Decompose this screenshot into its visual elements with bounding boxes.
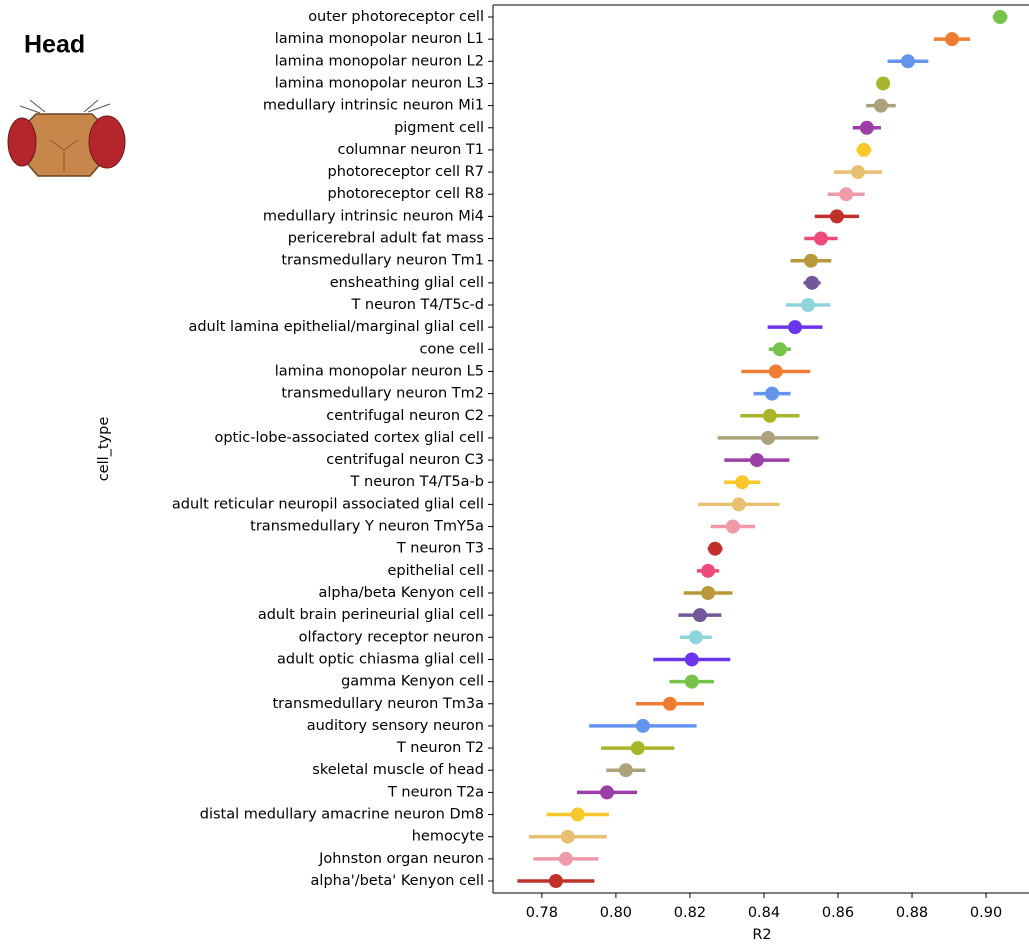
point — [839, 187, 854, 202]
point — [701, 586, 716, 601]
point — [850, 165, 865, 180]
y-tick-label: transmedullary neuron Tm1 — [281, 253, 484, 269]
x-tick-label: 0.82 — [674, 905, 706, 921]
y-tick-label: lamina monopolar neuron L5 — [275, 363, 484, 379]
y-tick-label: centrifugal neuron C3 — [326, 452, 484, 468]
y-tick-label: alpha'/beta' Kenyon cell — [311, 873, 484, 889]
point — [762, 408, 777, 423]
point — [900, 54, 915, 69]
y-tick-label: T neuron T2a — [387, 784, 484, 800]
point — [708, 541, 723, 556]
y-tick-label: medullary intrinsic neuron Mi4 — [263, 208, 484, 224]
x-tick-label: 0.84 — [748, 905, 780, 921]
point — [873, 98, 888, 113]
point — [618, 763, 633, 778]
point — [829, 209, 844, 224]
point — [805, 275, 820, 290]
point — [570, 807, 585, 822]
point — [945, 32, 960, 47]
y-tick-label: epithelial cell — [388, 563, 484, 579]
x-tick-label: 0.80 — [600, 905, 632, 921]
point — [813, 231, 828, 246]
point — [859, 120, 874, 135]
y-tick-label: transmedullary neuron Tm3a — [272, 696, 484, 712]
x-tick-label: 0.88 — [896, 905, 928, 921]
y-tick-label: distal medullary amacrine neuron Dm8 — [200, 807, 484, 823]
y-tick-label: T neuron T3 — [396, 541, 484, 557]
x-tick-label: 0.86 — [822, 905, 854, 921]
y-tick-label: photoreceptor cell R7 — [328, 164, 484, 180]
y-tick-label: gamma Kenyon cell — [341, 674, 484, 690]
y-tick-label: T neuron T4/T5c-d — [350, 297, 484, 313]
point — [560, 829, 575, 844]
point — [788, 320, 803, 335]
y-tick-label: hemocyte — [412, 829, 484, 845]
point — [735, 475, 750, 490]
point — [688, 630, 703, 645]
y-tick-label: ensheathing glial cell — [330, 275, 484, 291]
y-tick-label: optic-lobe-associated cortex glial cell — [214, 430, 484, 446]
y-tick-label: adult optic chiasma glial cell — [277, 651, 484, 667]
y-tick-label: pigment cell — [394, 120, 484, 136]
y-tick-label: Johnston organ neuron — [318, 851, 484, 867]
x-tick-label: 0.78 — [526, 905, 558, 921]
y-tick-label: transmedullary neuron Tm2 — [281, 386, 484, 402]
y-tick-label: lamina monopolar neuron L2 — [275, 53, 484, 69]
y-tick-label: columnar neuron T1 — [337, 142, 484, 158]
y-tick-label: adult brain perineurial glial cell — [258, 607, 484, 623]
point — [635, 718, 650, 733]
y-axis-label: cell_type — [96, 417, 112, 482]
point — [600, 785, 615, 800]
y-tick-label: lamina monopolar neuron L1 — [275, 31, 484, 47]
point — [662, 696, 677, 711]
y-tick-label: T neuron T2 — [396, 740, 484, 756]
y-tick-label: adult lamina epithelial/marginal glial c… — [188, 319, 484, 335]
point — [801, 298, 816, 313]
point — [684, 652, 699, 667]
y-tick-label: pericerebral adult fat mass — [288, 231, 484, 247]
y-tick-label: alpha/beta Kenyon cell — [319, 585, 484, 601]
point — [630, 741, 645, 756]
y-tick-label: lamina monopolar neuron L3 — [275, 75, 484, 91]
point — [548, 874, 563, 889]
y-tick-label: skeletal muscle of head — [312, 762, 484, 778]
point — [558, 851, 573, 866]
y-tick-label: photoreceptor cell R8 — [328, 186, 484, 202]
y-tick-label: olfactory receptor neuron — [299, 629, 484, 645]
point — [765, 386, 780, 401]
point — [856, 142, 871, 157]
y-tick-label: centrifugal neuron C2 — [326, 408, 484, 424]
point — [749, 453, 764, 468]
point — [731, 497, 746, 512]
y-tick-label: cone cell — [419, 341, 484, 357]
point — [725, 519, 740, 534]
point — [876, 76, 891, 91]
point — [684, 674, 699, 689]
y-tick-label: T neuron T4/T5a-b — [350, 474, 484, 490]
point — [701, 563, 716, 578]
chart-title: Head — [24, 31, 85, 59]
point — [761, 430, 776, 445]
point — [803, 253, 818, 268]
point — [772, 342, 787, 357]
y-tick-label: transmedullary Y neuron TmY5a — [250, 519, 484, 535]
y-tick-label: auditory sensory neuron — [307, 718, 484, 734]
x-axis-label: R2 — [752, 927, 771, 943]
point — [768, 364, 783, 379]
y-tick-label: medullary intrinsic neuron Mi1 — [263, 98, 484, 114]
x-tick-label: 0.90 — [970, 905, 1002, 921]
y-tick-label: adult reticular neuropil associated glia… — [172, 496, 484, 512]
point — [692, 608, 707, 623]
fly-head-icon — [7, 99, 126, 177]
y-tick-label: outer photoreceptor cell — [308, 9, 484, 25]
point — [993, 10, 1008, 24]
